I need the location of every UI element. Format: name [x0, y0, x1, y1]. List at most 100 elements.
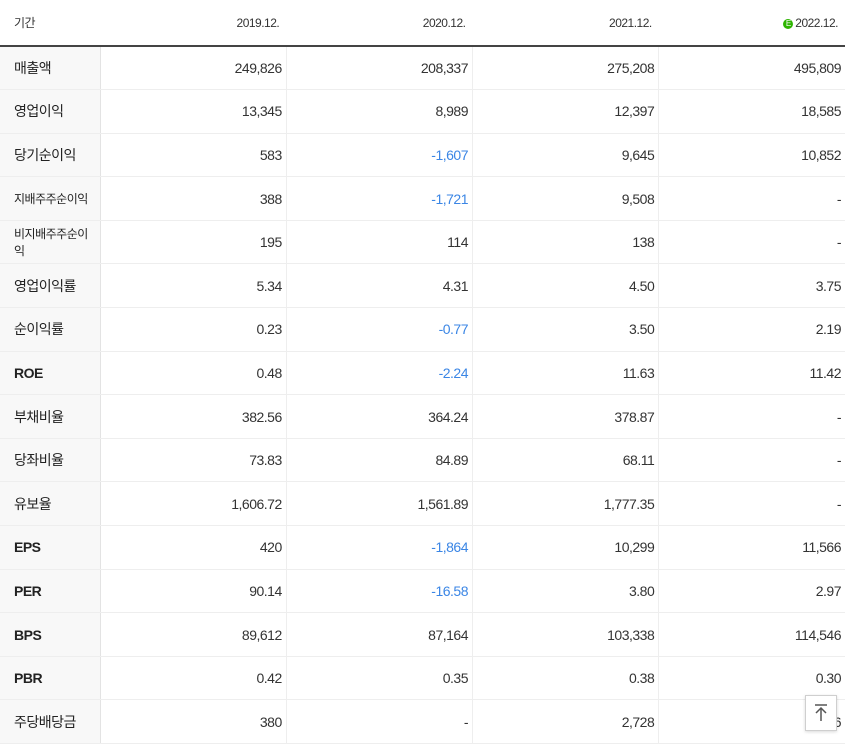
table-cell: 495,809	[658, 46, 845, 91]
period-2021: 2021.12.	[472, 0, 659, 47]
table-cell: -	[658, 438, 845, 483]
table-cell: 3.75	[658, 263, 845, 309]
table-cell: 68.11	[471, 438, 659, 483]
table-cell: 420	[100, 525, 287, 570]
table-cell: 18,585	[658, 89, 845, 134]
table-cell: 195	[100, 220, 287, 265]
table-cell: 380	[100, 699, 287, 744]
table-cell: 3.80	[471, 569, 659, 614]
table-cell: 8,989	[285, 89, 473, 134]
table-cell: 11.42	[658, 351, 845, 396]
table-cell: 0.42	[100, 656, 287, 701]
row-label: 순이익률	[0, 307, 101, 352]
table-cell: 388	[100, 176, 287, 221]
table-cell: 84.89	[285, 438, 473, 483]
table-cell: 5.34	[100, 263, 287, 309]
table-cell: 2.97	[658, 569, 845, 614]
table-row: 지배주주순이익 388 -1,721 9,508-	[0, 176, 845, 221]
table-cell: 378.87	[471, 394, 659, 439]
table-cell: 4.31	[285, 263, 473, 309]
table-row: 매출액 249,826 208,337 275,208 495,809	[0, 46, 845, 91]
table-cell: 208,337	[285, 46, 473, 91]
scroll-to-top-button[interactable]	[805, 695, 837, 731]
table-cell: 0.23	[100, 307, 287, 352]
table-cell: -	[285, 699, 473, 744]
table-cell: 364.24	[285, 394, 473, 439]
table-cell: 87,164	[285, 612, 473, 657]
table-cell: 9,645	[471, 133, 659, 178]
arrow-up-icon	[815, 704, 827, 721]
table-cell: -0.77	[285, 307, 473, 352]
table-cell: 11.63	[471, 351, 659, 396]
table-cell: -1,864	[285, 525, 473, 570]
table-cell: 2,728	[471, 699, 659, 744]
table-row: ROE 0.48 -2.24 11.63 11.42	[0, 351, 845, 396]
row-label: ROE	[0, 351, 101, 396]
period-2022-estimate: E 2022.12.	[658, 0, 845, 47]
table-cell: 382.56	[100, 394, 287, 439]
table-cell: 249,826	[100, 46, 287, 91]
row-label: 당좌비율	[0, 438, 101, 483]
row-label: 당기순이익	[0, 133, 101, 178]
table-cell: -16.58	[285, 569, 473, 614]
row-label: EPS	[0, 525, 101, 570]
table-cell: 114	[285, 220, 473, 265]
table-cell: 0.30	[658, 656, 845, 701]
table-cell: 0.38	[471, 656, 659, 701]
table-cell: -1,607	[285, 133, 473, 178]
row-label: 영업이익률	[0, 263, 101, 309]
table-row: 당기순이익 583 -1,607 9,645 10,852	[0, 133, 845, 178]
period-header-label: 기간	[0, 0, 100, 47]
row-label: PER	[0, 569, 101, 614]
estimate-badge-icon: E	[783, 18, 794, 29]
table-cell: 10,852	[658, 133, 845, 178]
header-row: 기간 2019.12. 2020.12. 2021.12. E 2022.12.	[0, 0, 845, 47]
table-cell: -	[658, 176, 845, 221]
table-cell: 103,338	[471, 612, 659, 657]
row-label: 주당배당금	[0, 699, 101, 744]
row-label: PBR	[0, 656, 101, 701]
table-row: 부채비율 382.56 364.24 378.87-	[0, 394, 845, 439]
table-row: 당좌비율 73.83 84.89 68.11-	[0, 438, 845, 483]
table-row: BPS 89,612 87,164 103,338 114,546	[0, 612, 845, 657]
table-cell: 1,606.72	[100, 481, 287, 527]
table-cell: -	[658, 220, 845, 265]
table-cell: 138	[471, 220, 659, 265]
table-cell: 1,561.89	[285, 481, 473, 527]
table-cell: -	[658, 481, 845, 527]
table-row: PBR 0.42 0.35 0.38 0.30	[0, 656, 845, 701]
table-cell: 114,546	[658, 612, 845, 657]
table-row: PER 90.14 -16.58 3.80 2.97	[0, 569, 845, 614]
period-2022-label: 2022.12.	[795, 15, 838, 30]
period-2019: 2019.12.	[100, 0, 287, 47]
row-label: 지배주주순이익	[0, 176, 101, 221]
table-cell: 1,777.35	[471, 481, 659, 527]
table-row: 영업이익 13,345 8,989 12,397 18,585	[0, 89, 845, 134]
table-cell: 3.50	[471, 307, 659, 352]
row-label: 영업이익	[0, 89, 101, 134]
table-row: EPS 420 -1,864 10,299 11,566	[0, 525, 845, 570]
table-cell: -2.24	[285, 351, 473, 396]
row-label: 부채비율	[0, 394, 101, 439]
table-row: 순이익률 0.23 -0.77 3.50 2.19	[0, 307, 845, 352]
table-cell: 583	[100, 133, 287, 178]
table-cell: 13,345	[100, 89, 287, 134]
table-cell: -1,721	[285, 176, 473, 221]
row-label: BPS	[0, 612, 101, 657]
table-cell: 275,208	[471, 46, 659, 91]
table-cell: 10,299	[471, 525, 659, 570]
period-2020: 2020.12.	[286, 0, 473, 47]
table-row: 영업이익률 5.34 4.31 4.50 3.75	[0, 263, 845, 309]
table-cell: 2.19	[658, 307, 845, 352]
table-cell: 73.83	[100, 438, 287, 483]
row-label: 비지배주주순이익	[0, 220, 101, 265]
table-cell: 9,508	[471, 176, 659, 221]
table-cell: -	[658, 394, 845, 439]
table-cell: 89,612	[100, 612, 287, 657]
table-row: 비지배주주순이익 195 114 138-	[0, 220, 845, 265]
row-label: 매출액	[0, 46, 101, 91]
table-cell: 0.35	[285, 656, 473, 701]
table-cell: 4.50	[471, 263, 659, 309]
